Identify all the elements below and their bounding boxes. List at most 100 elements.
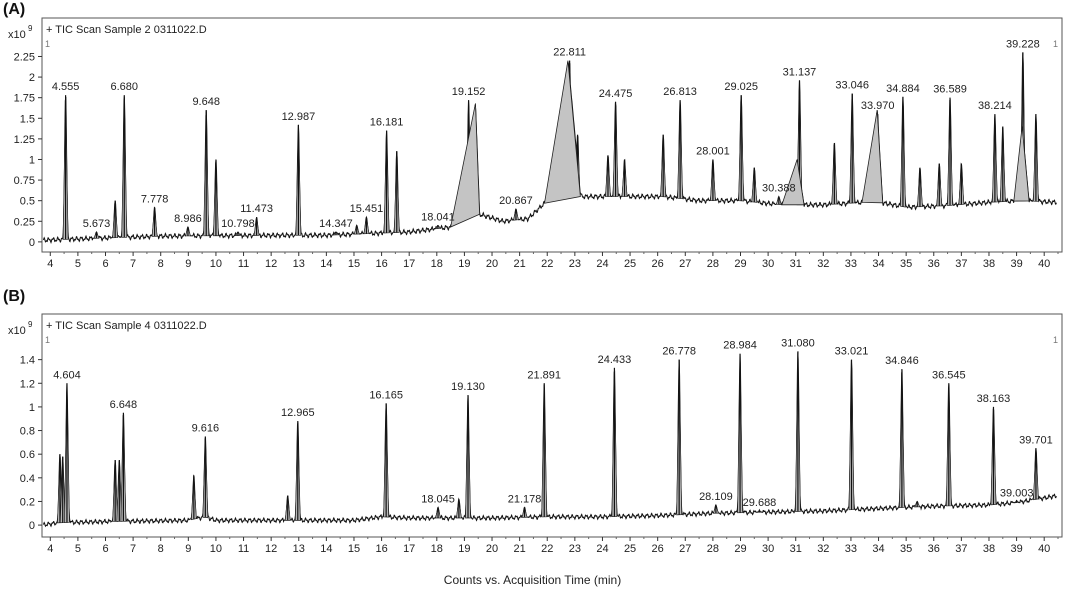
peak-label: 10.798 <box>221 218 255 230</box>
x-tick-label: 36 <box>928 258 940 270</box>
hump-area <box>861 109 884 204</box>
x-tick-label: 16 <box>375 543 387 555</box>
peak-label: 12.987 <box>282 111 316 123</box>
peak-label: 24.433 <box>598 354 632 366</box>
x-tick-label: 40 <box>1038 543 1050 555</box>
x-tick-label: 33 <box>845 258 857 270</box>
x-tick-label: 20 <box>486 543 498 555</box>
x-tick-label: 14 <box>320 258 332 270</box>
peak-label: 24.475 <box>599 88 633 100</box>
peak-label: 12.965 <box>281 407 315 419</box>
x-tick-label: 35 <box>900 258 912 270</box>
chart-title: + TIC Scan Sample 2 0311022.D <box>46 24 207 36</box>
peak-label: 6.680 <box>111 81 139 93</box>
chart-title: + TIC Scan Sample 4 0311022.D <box>46 320 207 332</box>
y-tick-label: 0 <box>29 237 35 249</box>
y-scale-exponent: 9 <box>28 24 33 33</box>
peak-label: 33.021 <box>835 346 869 358</box>
peak-label: 38.163 <box>977 393 1011 405</box>
peak-label: 36.589 <box>933 84 967 96</box>
x-tick-label: 13 <box>293 258 305 270</box>
y-tick-label: 0.75 <box>14 175 35 187</box>
peak-label: 4.555 <box>52 81 80 93</box>
x-tick-label: 23 <box>569 258 581 270</box>
y-tick-label: 1.2 <box>20 378 35 390</box>
y-tick-label: 0.5 <box>20 196 35 208</box>
peak-label: 28.001 <box>696 145 730 157</box>
x-tick-label: 32 <box>817 543 829 555</box>
peak-label: 4.604 <box>53 369 81 381</box>
x-tick-label: 30 <box>762 543 774 555</box>
x-tick-label: 7 <box>130 258 136 270</box>
y-tick-label: 1.25 <box>14 134 35 146</box>
peak-label: 19.152 <box>452 86 486 98</box>
plot-frame <box>41 17 1063 253</box>
peak-label: 31.080 <box>781 337 815 349</box>
peak-label: 7.778 <box>141 193 169 205</box>
peak-label: 16.181 <box>370 117 404 129</box>
peak-label: 21.178 <box>508 493 542 505</box>
peak-label: 33.046 <box>835 80 869 92</box>
peak-label: 22.811 <box>553 47 586 59</box>
x-tick-label: 5 <box>75 258 81 270</box>
corner-marker-left: 1 <box>45 335 50 345</box>
y-tick-label: 0.6 <box>20 449 35 461</box>
y-tick-label: 0.25 <box>14 216 35 228</box>
x-tick-label: 32 <box>817 258 829 270</box>
peak-label: 28.109 <box>699 491 733 503</box>
x-tick-label: 35 <box>900 543 912 555</box>
x-tick-label: 15 <box>348 258 360 270</box>
y-tick-label: 2.25 <box>14 51 35 63</box>
x-tick-label: 10 <box>210 258 222 270</box>
peak-label: 5.673 <box>83 218 111 230</box>
panel-label-a: (A) <box>3 1 26 18</box>
x-tick-label: 17 <box>403 543 415 555</box>
peak-label: 26.813 <box>663 86 697 98</box>
peak-label: 39.228 <box>1006 38 1040 50</box>
y-scale-label: x10 <box>8 325 26 337</box>
x-tick-label: 18 <box>431 258 443 270</box>
x-tick-label: 6 <box>102 543 108 555</box>
x-tick-label: 21 <box>514 543 526 555</box>
peak-label: 33.970 <box>861 100 895 112</box>
x-tick-label: 36 <box>928 543 940 555</box>
peak-label: 39.701 <box>1019 434 1053 446</box>
peak-label: 11.473 <box>240 203 273 215</box>
x-tick-label: 39 <box>1010 543 1022 555</box>
peak-label: 18.041 <box>421 211 455 223</box>
x-tick-label: 13 <box>293 543 305 555</box>
peak-label: 28.984 <box>723 340 757 352</box>
x-tick-label: 10 <box>210 543 222 555</box>
peak-label: 9.648 <box>192 96 220 108</box>
hump-area <box>781 159 805 206</box>
hump-area <box>543 60 581 204</box>
peak-label: 21.891 <box>527 369 561 381</box>
x-tick-label: 14 <box>320 543 332 555</box>
peak-label: 34.884 <box>886 83 920 95</box>
x-tick-label: 27 <box>679 258 691 270</box>
corner-marker-right: 1 <box>1053 39 1058 49</box>
peak-label: 38.214 <box>978 100 1012 112</box>
x-tick-label: 26 <box>652 543 664 555</box>
y-tick-label: 1.75 <box>14 93 35 105</box>
x-tick-label: 6 <box>102 258 108 270</box>
x-tick-label: 26 <box>652 258 664 270</box>
x-tick-label: 11 <box>238 258 249 270</box>
x-tick-label: 24 <box>596 258 608 270</box>
x-tick-label: 28 <box>707 258 719 270</box>
peak-label: 14.347 <box>319 218 353 230</box>
x-tick-label: 37 <box>955 258 967 270</box>
panel-label-b: (B) <box>3 288 26 305</box>
x-tick-label: 4 <box>47 258 53 270</box>
y-tick-label: 1 <box>29 402 35 414</box>
x-tick-label: 22 <box>541 258 553 270</box>
y-scale-label: x10 <box>8 29 26 41</box>
y-tick-label: 0.2 <box>20 496 35 508</box>
x-axis-title: Counts vs. Acquisition Time (min) <box>443 573 622 587</box>
y-tick-label: 0.8 <box>20 426 35 438</box>
x-tick-label: 38 <box>983 258 995 270</box>
x-tick-label: 25 <box>624 543 636 555</box>
x-tick-label: 8 <box>158 543 164 555</box>
x-tick-label: 19 <box>458 258 470 270</box>
